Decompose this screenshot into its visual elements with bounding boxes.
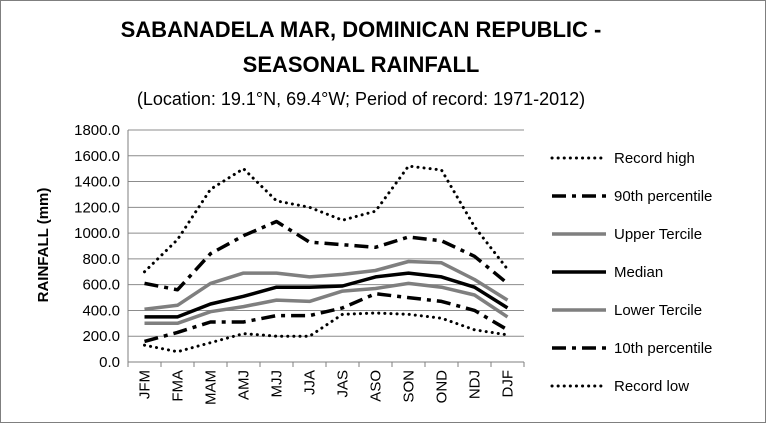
x-tick-label: ASO <box>368 370 385 402</box>
series-line-upper-tercile <box>144 259 509 311</box>
y-tick-label: 600.0 <box>82 277 120 294</box>
y-tick-label: 1200.0 <box>74 199 120 216</box>
axes: 0.0 200.0 400.0 600.0 800.0 1000.0 1200.0 1400.… <box>74 122 525 405</box>
y-tick-label: 800.0 <box>82 251 120 268</box>
x-tick-label: FMA <box>170 370 187 402</box>
series-line-90th-percentile <box>144 219 509 292</box>
chart-title-line-2: SEASONAL RAINFALL <box>243 52 480 77</box>
x-tick-label: JFM <box>137 370 154 399</box>
x-tick-label: JAS <box>335 370 352 398</box>
gridlines <box>128 129 524 337</box>
x-tick-label: JJA <box>302 370 319 395</box>
x-tick-label: DJF <box>500 370 517 398</box>
legend-label: Record high <box>614 150 695 167</box>
y-tick-label: 1000.0 <box>74 225 120 242</box>
x-tick-label: OND <box>434 370 451 404</box>
chart-title-line-1: SABANADELA MAR, DOMINICAN REPUBLIC - <box>121 17 602 42</box>
x-tick-label: MAM <box>203 370 220 405</box>
legend-label: Lower Tercile <box>614 302 702 319</box>
series-line-10th-percentile <box>144 291 509 344</box>
legend: Record high 90th percentile Upper Tercile M… <box>550 150 712 395</box>
y-tick-label: 1800.0 <box>74 122 120 139</box>
y-tick-label: 0.0 <box>99 354 120 371</box>
x-tick-label: AMJ <box>236 370 253 400</box>
series-line-median <box>144 271 509 319</box>
series-line-record-low <box>143 311 509 354</box>
legend-label: 90th percentile <box>614 188 712 205</box>
legend-label: Median <box>614 264 663 281</box>
series-line-record-high <box>143 164 509 274</box>
x-tick-label: NDJ <box>467 370 484 399</box>
legend-label: 10th percentile <box>614 340 712 357</box>
series-line-lower-tercile <box>144 281 509 326</box>
y-tick-label: 200.0 <box>82 328 120 345</box>
x-tick-label: SON <box>401 370 418 403</box>
legend-label: Upper Tercile <box>614 226 702 243</box>
chart-subtitle: (Location: 19.1°N, 69.4°W; Period of rec… <box>137 89 585 109</box>
series-lines <box>143 164 509 354</box>
y-tick-label: 1600.0 <box>74 148 120 165</box>
legend-label: Record low <box>614 378 689 395</box>
y-axis-label: RAINFALL (mm) <box>35 188 52 303</box>
x-tick-label: MJJ <box>269 370 286 398</box>
y-tick-label: 1400.0 <box>74 174 120 191</box>
y-tick-label: 400.0 <box>82 302 120 319</box>
